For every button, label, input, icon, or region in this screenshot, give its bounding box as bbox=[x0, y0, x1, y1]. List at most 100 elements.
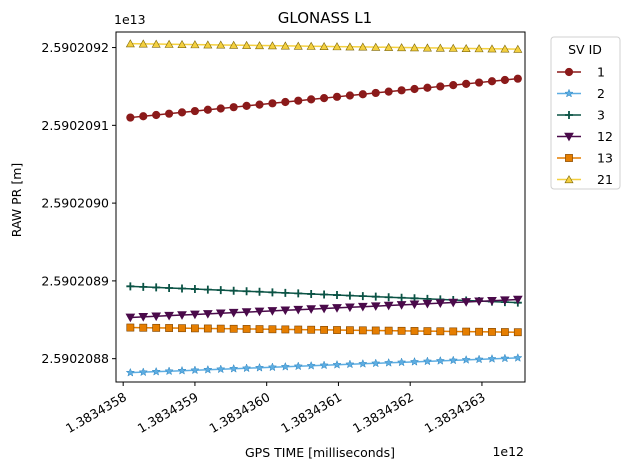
data-point bbox=[190, 365, 200, 375]
legend-item-1: 1 bbox=[557, 65, 605, 80]
data-point bbox=[436, 327, 445, 336]
data-point bbox=[254, 41, 265, 50]
data-point bbox=[345, 291, 354, 300]
data-point bbox=[333, 326, 341, 334]
x-tick-label: 1.3834360 bbox=[207, 389, 273, 436]
data-point bbox=[306, 305, 317, 314]
data-point bbox=[423, 327, 432, 336]
legend-item-13: 13 bbox=[557, 151, 613, 166]
data-point bbox=[358, 326, 367, 335]
data-point bbox=[513, 352, 523, 362]
data-point bbox=[461, 354, 471, 364]
data-point bbox=[449, 81, 458, 90]
legend-marker bbox=[564, 175, 574, 184]
data-point bbox=[358, 292, 367, 301]
data-point bbox=[125, 39, 135, 48]
legend-marker bbox=[564, 88, 574, 98]
data-point bbox=[280, 306, 291, 316]
data-point bbox=[203, 40, 213, 49]
data-point bbox=[165, 324, 173, 332]
data-point bbox=[294, 289, 303, 298]
data-point bbox=[448, 43, 458, 52]
data-point bbox=[370, 302, 381, 311]
data-point bbox=[396, 357, 407, 367]
y-tick-label: 2.5902091 bbox=[41, 118, 109, 133]
legend-item-3: 3 bbox=[557, 108, 605, 123]
data-point bbox=[164, 311, 174, 321]
data-point bbox=[409, 300, 420, 310]
data-point bbox=[462, 79, 471, 88]
data-point bbox=[126, 113, 135, 122]
data-point bbox=[229, 103, 238, 112]
data-point bbox=[229, 324, 238, 333]
data-point bbox=[255, 325, 264, 334]
data-point bbox=[487, 44, 497, 53]
data-point bbox=[203, 324, 212, 333]
legend-label: 1 bbox=[597, 65, 605, 80]
data-point bbox=[191, 324, 199, 333]
data-point bbox=[254, 307, 265, 317]
legend-label: 12 bbox=[597, 129, 613, 144]
data-point bbox=[332, 304, 342, 313]
x-tick-label: 1.3834363 bbox=[422, 389, 488, 436]
plot-frame bbox=[115, 31, 526, 383]
data-point bbox=[449, 327, 458, 336]
data-point bbox=[229, 363, 239, 373]
data-point bbox=[255, 287, 264, 296]
data-point bbox=[410, 327, 419, 335]
data-point bbox=[462, 327, 471, 336]
data-point bbox=[151, 366, 161, 376]
data-point bbox=[358, 90, 367, 99]
data-point bbox=[216, 40, 226, 49]
data-point bbox=[345, 91, 355, 100]
series-1 bbox=[126, 74, 522, 122]
data-point bbox=[397, 43, 407, 52]
data-point bbox=[190, 106, 200, 116]
data-point bbox=[126, 323, 135, 332]
data-point bbox=[500, 44, 510, 53]
data-point bbox=[229, 286, 238, 295]
data-point bbox=[293, 305, 304, 315]
legend-item-2: 2 bbox=[557, 86, 605, 101]
legend-marker bbox=[564, 67, 574, 77]
data-point bbox=[126, 282, 135, 291]
data-point bbox=[487, 353, 497, 363]
data-point bbox=[397, 86, 406, 95]
data-point bbox=[371, 42, 381, 51]
legend-box bbox=[550, 36, 621, 190]
data-point bbox=[332, 359, 342, 369]
data-point bbox=[267, 41, 277, 50]
data-point bbox=[268, 99, 277, 108]
series-21 bbox=[125, 39, 523, 53]
data-point bbox=[242, 287, 251, 296]
x-tick-label: 1.3834361 bbox=[278, 389, 344, 436]
data-point bbox=[371, 326, 380, 335]
data-point bbox=[409, 356, 420, 366]
data-point bbox=[436, 82, 445, 91]
data-point bbox=[203, 364, 213, 374]
data-point bbox=[152, 110, 161, 120]
data-point bbox=[242, 40, 252, 49]
legend-label: 21 bbox=[597, 172, 613, 187]
data-point bbox=[254, 362, 265, 372]
y-tick-label: 2.5902088 bbox=[41, 351, 109, 366]
data-point bbox=[319, 41, 329, 50]
data-point bbox=[474, 354, 484, 364]
data-point bbox=[138, 313, 149, 322]
legend-label: 2 bbox=[597, 86, 605, 101]
data-point bbox=[474, 44, 484, 53]
data-point bbox=[293, 361, 303, 371]
data-point bbox=[241, 308, 252, 317]
data-point bbox=[346, 326, 354, 335]
legend-item-12: 12 bbox=[557, 129, 613, 144]
data-point bbox=[215, 309, 226, 319]
data-point bbox=[165, 283, 174, 292]
data-point bbox=[333, 291, 342, 300]
y-tick-label: 2.5902089 bbox=[41, 273, 109, 288]
data-point bbox=[501, 328, 509, 336]
x-tick-label: 1.3834362 bbox=[350, 389, 416, 436]
data-point bbox=[190, 310, 200, 320]
data-point bbox=[164, 366, 174, 376]
